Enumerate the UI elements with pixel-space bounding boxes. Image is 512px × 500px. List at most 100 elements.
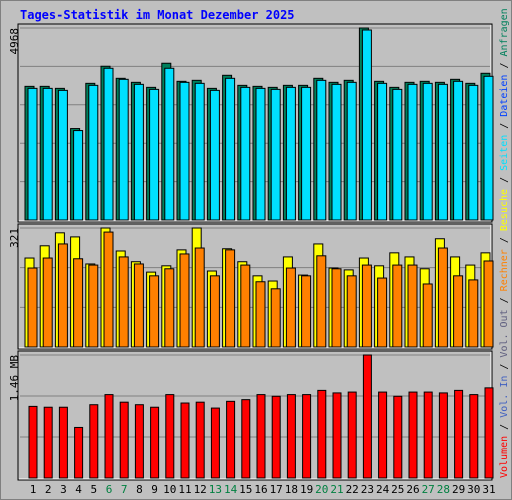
bar	[285, 86, 296, 221]
bar	[164, 67, 175, 221]
bar	[301, 275, 312, 348]
bar	[225, 77, 236, 221]
bar	[194, 82, 205, 221]
bar	[209, 275, 220, 348]
bar	[423, 391, 433, 479]
bar	[209, 89, 220, 221]
bar	[73, 258, 84, 348]
bar	[453, 80, 464, 221]
bar	[27, 87, 38, 221]
bar	[469, 394, 479, 479]
bar	[302, 394, 312, 479]
bar	[392, 264, 403, 348]
bar	[225, 249, 236, 348]
bar	[346, 81, 357, 221]
x-tick-label: 29	[452, 483, 465, 496]
bar	[27, 267, 38, 348]
bar	[407, 264, 418, 348]
bar	[149, 275, 160, 348]
x-tick-label: 5	[90, 483, 97, 496]
y-tick-label: 1.46 MB	[8, 355, 21, 402]
bar	[377, 277, 388, 348]
bar	[331, 83, 342, 221]
bar	[468, 84, 479, 221]
bar	[286, 394, 296, 479]
bar	[179, 253, 190, 348]
x-tick-label: 9	[151, 483, 158, 496]
x-tick-label: 2	[45, 483, 52, 496]
x-tick-label: 20	[315, 483, 328, 496]
legend-entry: Seiten	[499, 135, 510, 171]
bar	[317, 389, 327, 479]
bar	[255, 87, 266, 221]
bar	[362, 354, 372, 479]
bar	[150, 406, 160, 479]
bar	[393, 395, 403, 479]
legend-entry: Vol. In	[499, 376, 510, 418]
bar	[165, 394, 175, 479]
bar	[377, 82, 388, 221]
x-tick-label: 23	[361, 483, 374, 496]
legend-separator: /	[499, 291, 510, 309]
bar	[226, 400, 236, 479]
x-tick-label: 6	[106, 483, 113, 496]
bar	[361, 29, 372, 221]
bar	[28, 405, 38, 479]
legend-separator: /	[499, 171, 510, 189]
bar	[103, 67, 114, 221]
legend-entry: Dateien	[499, 75, 510, 117]
bar	[57, 243, 68, 348]
bar	[180, 402, 190, 479]
bar	[270, 288, 281, 348]
x-tick-label: 19	[300, 483, 313, 496]
bar	[484, 387, 494, 479]
bar	[271, 395, 281, 479]
bar	[210, 407, 220, 479]
bar	[453, 275, 464, 348]
legend-separator: /	[499, 418, 510, 436]
bar	[361, 264, 372, 348]
bar	[468, 279, 479, 348]
x-tick-label: 15	[239, 483, 252, 496]
bar	[118, 78, 129, 221]
bar	[407, 83, 418, 221]
bar	[241, 399, 251, 479]
bar	[104, 394, 114, 479]
legend-separator: /	[499, 231, 510, 249]
bar	[240, 86, 251, 221]
bar	[118, 256, 129, 348]
bar	[240, 264, 251, 348]
bar	[346, 275, 357, 348]
bar	[89, 404, 99, 479]
bar	[347, 391, 357, 479]
legend-separator: /	[499, 358, 510, 376]
bar	[285, 267, 296, 348]
x-tick-label: 1	[30, 483, 37, 496]
bar	[331, 268, 342, 348]
x-tick-label: 21	[330, 483, 343, 496]
bar	[483, 260, 494, 348]
bar	[392, 88, 403, 221]
legend-entry: Anfragen	[499, 8, 510, 56]
bar	[134, 404, 144, 479]
x-tick-label: 3	[60, 483, 67, 496]
x-tick-label: 28	[437, 483, 450, 496]
bar	[316, 79, 327, 221]
bar	[483, 75, 494, 221]
bar	[255, 281, 266, 348]
x-tick-label: 22	[346, 483, 359, 496]
x-tick-label: 8	[136, 483, 143, 496]
bar	[57, 89, 68, 221]
x-tick-label: 11	[178, 483, 191, 496]
legend: Volumen / Vol. In / Vol. Out / Rechner /…	[499, 8, 510, 478]
x-tick-label: 13	[209, 483, 222, 496]
y-tick-label: 321	[8, 228, 21, 248]
bar	[256, 394, 266, 479]
bar	[74, 426, 84, 479]
y-tick-label: 4968	[8, 28, 21, 55]
bar	[437, 83, 448, 221]
bar	[88, 264, 99, 348]
legend-entry: Volumen	[499, 436, 510, 478]
x-tick-label: 24	[376, 483, 390, 496]
